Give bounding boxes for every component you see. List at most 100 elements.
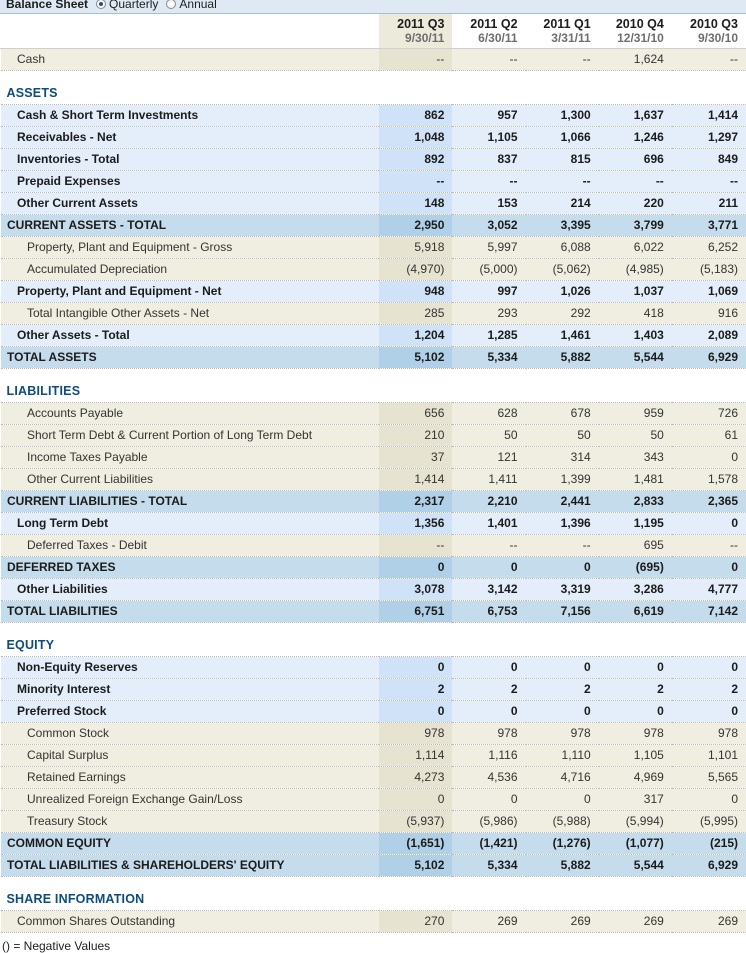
row-value: -- bbox=[672, 535, 746, 557]
row-value: 1,110 bbox=[526, 745, 599, 767]
row-value: 0 bbox=[452, 789, 525, 811]
row-value: 5,334 bbox=[452, 855, 525, 877]
section-header-label: LIABILITIES bbox=[1, 381, 746, 403]
row-value: -- bbox=[526, 49, 599, 71]
row-value: 1,399 bbox=[526, 469, 599, 491]
section-header-row: EQUITY bbox=[1, 635, 746, 657]
row-label: Other Current Liabilities bbox=[1, 469, 380, 491]
row-label: Income Taxes Payable bbox=[1, 447, 380, 469]
row-value: 0 bbox=[379, 557, 452, 579]
radio-option-annual[interactable]: Annual bbox=[166, 0, 216, 10]
row-value: 696 bbox=[599, 149, 672, 171]
row-value: 7,156 bbox=[526, 601, 599, 623]
row-label: Common Shares Outstanding bbox=[1, 911, 380, 933]
row-value: 317 bbox=[599, 789, 672, 811]
row-value: 148 bbox=[379, 193, 452, 215]
column-header-period: 2011 Q3 bbox=[383, 17, 444, 31]
row-label: Property, Plant and Equipment - Net bbox=[1, 281, 380, 303]
row-value: 978 bbox=[379, 723, 452, 745]
row-value: 978 bbox=[672, 723, 746, 745]
period-radio-group[interactable]: Quarterly Annual bbox=[96, 0, 225, 10]
row-value: 957 bbox=[452, 105, 525, 127]
row-value: 2,833 bbox=[599, 491, 672, 513]
column-header-period: 2010 Q3 bbox=[676, 17, 738, 31]
row-value: 1,246 bbox=[599, 127, 672, 149]
row-label: Other Liabilities bbox=[1, 579, 380, 601]
column-header-period: 2010 Q4 bbox=[603, 17, 664, 31]
section-header-row: SHARE INFORMATION bbox=[1, 889, 746, 911]
section-header-row: LIABILITIES bbox=[1, 381, 746, 403]
row-value: -- bbox=[526, 535, 599, 557]
row-value: (5,062) bbox=[526, 259, 599, 281]
row-label: CURRENT LIABILITIES - TOTAL bbox=[1, 491, 380, 513]
row-value: 0 bbox=[526, 789, 599, 811]
row-value: (1,276) bbox=[526, 833, 599, 855]
row-value: 1,403 bbox=[599, 325, 672, 347]
row-value: 628 bbox=[452, 403, 525, 425]
column-header-date: 12/31/10 bbox=[603, 31, 664, 45]
column-header-date: 6/30/11 bbox=[456, 31, 517, 45]
row-label: Cash bbox=[1, 49, 380, 71]
row-value: (5,183) bbox=[672, 259, 746, 281]
row-label: Minority Interest bbox=[1, 679, 380, 701]
row-value: 121 bbox=[452, 447, 525, 469]
row-value: 0 bbox=[526, 557, 599, 579]
row-value: 270 bbox=[379, 911, 452, 933]
column-header-label bbox=[1, 14, 380, 49]
row-value: 210 bbox=[379, 425, 452, 447]
row-value: 343 bbox=[599, 447, 672, 469]
row-value: 3,799 bbox=[599, 215, 672, 237]
row-value: 1,624 bbox=[599, 49, 672, 71]
table-row: Prepaid Expenses---------- bbox=[1, 171, 746, 193]
row-label: Other Assets - Total bbox=[1, 325, 380, 347]
radio-button-icon[interactable] bbox=[166, 0, 176, 9]
row-value: (4,985) bbox=[599, 259, 672, 281]
radio-option-quarterly[interactable]: Quarterly bbox=[96, 0, 158, 10]
row-label: Preferred Stock bbox=[1, 701, 380, 723]
row-value: 2 bbox=[526, 679, 599, 701]
row-value: 50 bbox=[526, 425, 599, 447]
row-value: 1,105 bbox=[599, 745, 672, 767]
row-label: Cash & Short Term Investments bbox=[1, 105, 380, 127]
table-row-spacer bbox=[1, 71, 746, 83]
row-label: Long Term Debt bbox=[1, 513, 380, 535]
row-value: 0 bbox=[526, 657, 599, 679]
row-value: 1,037 bbox=[599, 281, 672, 303]
row-value: 5,334 bbox=[452, 347, 525, 369]
row-value: 50 bbox=[599, 425, 672, 447]
row-value: 2,089 bbox=[672, 325, 746, 347]
table-row: Cash------1,624-- bbox=[1, 49, 746, 71]
row-value: 2,317 bbox=[379, 491, 452, 513]
row-value: 1,069 bbox=[672, 281, 746, 303]
row-value: 1,114 bbox=[379, 745, 452, 767]
balance-sheet-titlebar: Balance Sheet Quarterly Annual bbox=[0, 0, 746, 14]
row-value: (1,077) bbox=[599, 833, 672, 855]
row-value: 6,929 bbox=[672, 855, 746, 877]
row-value: 1,396 bbox=[526, 513, 599, 535]
row-value: 5,918 bbox=[379, 237, 452, 259]
row-value: 6,751 bbox=[379, 601, 452, 623]
row-value: 0 bbox=[599, 701, 672, 723]
row-value: 1,285 bbox=[452, 325, 525, 347]
column-header-period: 2011 Q2 bbox=[456, 17, 517, 31]
radio-button-icon[interactable] bbox=[96, 0, 106, 9]
row-value: 0 bbox=[672, 657, 746, 679]
row-label: TOTAL LIABILITIES & SHAREHOLDERS' EQUITY bbox=[1, 855, 380, 877]
